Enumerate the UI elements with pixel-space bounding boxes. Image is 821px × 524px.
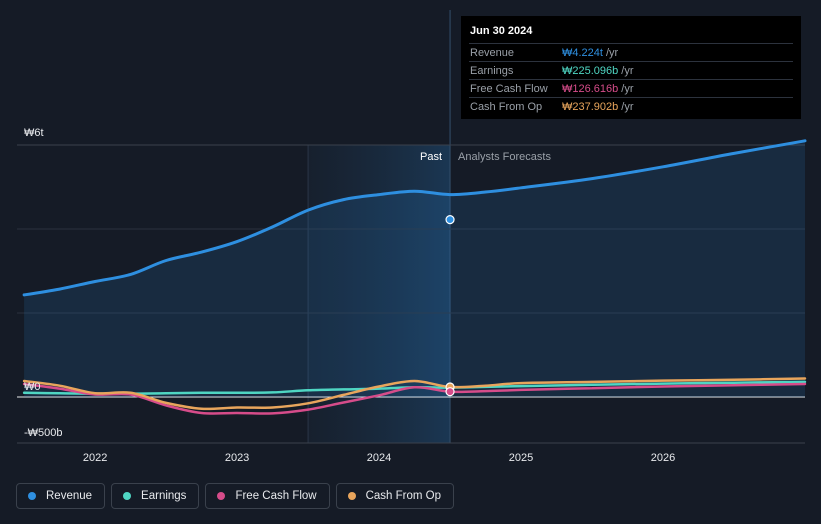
- tooltip-row-value: ₩4.224t: [562, 46, 603, 59]
- x-tick-label: 2022: [83, 452, 107, 464]
- tooltip-row: Revenue ₩4.224t/yr: [469, 43, 793, 61]
- data-tooltip: Jun 30 2024 Revenue ₩4.224t/yr Earnings ₩22…: [461, 16, 801, 119]
- legend-label: Revenue: [46, 490, 93, 502]
- tooltip-row-label: Free Cash Flow: [470, 82, 548, 95]
- y-tick-label: ₩6t: [24, 127, 44, 139]
- tooltip-row-label: Revenue: [470, 46, 515, 59]
- tooltip-row: Cash From Op ₩237.902b/yr: [469, 97, 793, 115]
- series-area-revenue: [24, 140, 806, 398]
- tooltip-row: Earnings ₩225.096b/yr: [469, 61, 793, 79]
- tooltip-row-unit: /yr: [621, 82, 634, 95]
- tooltip-row-label: Earnings: [470, 64, 514, 77]
- past-label: Past: [420, 151, 442, 163]
- tooltip-date: Jun 30 2024: [470, 25, 533, 37]
- tooltip-row-label: Cash From Op: [470, 100, 543, 113]
- tooltip-row: Free Cash Flow ₩126.616b/yr: [469, 79, 793, 97]
- series-line-revenue: [22, 139, 807, 297]
- legend-item-revenue[interactable]: Revenue: [16, 483, 106, 509]
- series-line-cash-from-op: [22, 377, 807, 411]
- tooltip-row-unit: /yr: [621, 64, 634, 77]
- tooltip-row-value: ₩126.616b: [562, 82, 619, 95]
- x-tick-label: 2024: [367, 452, 391, 464]
- legend-item-earnings[interactable]: Earnings: [111, 483, 200, 509]
- marker-free-cash-flow: [445, 387, 455, 397]
- marker-revenue: [445, 214, 455, 225]
- y-tick-label: ₩0: [24, 381, 41, 393]
- legend-dot-icon: [347, 492, 356, 500]
- tooltip-row-value: ₩237.902b: [562, 100, 619, 113]
- tooltip-row-unit: /yr: [605, 46, 619, 59]
- x-tick-label: 2026: [651, 452, 675, 464]
- legend-label: Cash From Op: [365, 490, 442, 502]
- tooltip-row-unit: /yr: [621, 100, 634, 113]
- x-tick-label: 2025: [509, 452, 533, 464]
- y-tick-label: -₩500b: [24, 427, 63, 439]
- series-line-free-cash-flow: [22, 382, 807, 415]
- legend-item-free-cash-flow[interactable]: Free Cash Flow: [205, 483, 330, 509]
- legend-dot-icon: [123, 492, 132, 500]
- chart-legend: Revenue Earnings Free Cash Flow Cash From O…: [16, 483, 455, 509]
- legend-dot-icon: [217, 492, 226, 500]
- forecast-label: Analysts Forecasts: [458, 151, 551, 163]
- x-tick-label: 2023: [225, 452, 249, 464]
- legend-label: Free Cash Flow: [235, 490, 317, 502]
- legend-label: Earnings: [141, 490, 187, 502]
- tooltip-row-value: ₩225.096b: [562, 64, 619, 77]
- legend-dot-icon: [28, 492, 36, 500]
- legend-item-cash-from-op[interactable]: Cash From Op: [335, 483, 455, 509]
